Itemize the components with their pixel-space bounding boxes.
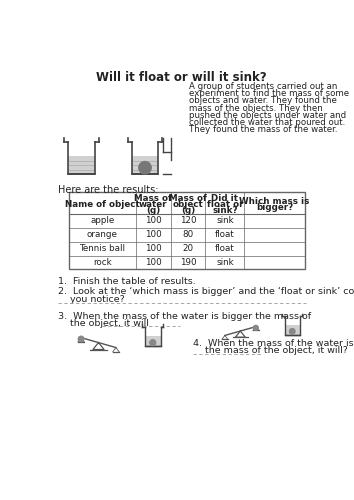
Text: Here are the results:: Here are the results:	[58, 184, 159, 194]
Text: object: object	[173, 200, 204, 209]
Text: collected the water that poured out.: collected the water that poured out.	[189, 118, 346, 127]
Text: 190: 190	[180, 258, 196, 267]
Text: 100: 100	[145, 230, 161, 239]
Circle shape	[290, 328, 295, 334]
Circle shape	[253, 326, 258, 330]
Text: Name of object: Name of object	[65, 200, 140, 209]
Text: 100: 100	[145, 258, 161, 267]
Text: apple: apple	[90, 216, 114, 226]
Text: 100: 100	[145, 244, 161, 253]
Text: float: float	[215, 244, 235, 253]
Text: water: water	[139, 200, 167, 209]
Text: float or: float or	[207, 200, 243, 209]
Text: 4.  When the mass of the water is smaller: 4. When the mass of the water is smaller	[193, 338, 354, 347]
Text: (g): (g)	[181, 206, 195, 216]
Text: They found the mass of the water.: They found the mass of the water.	[189, 126, 338, 134]
Text: 100: 100	[145, 216, 161, 226]
Text: rock: rock	[93, 258, 112, 267]
Text: sink?: sink?	[212, 206, 238, 216]
Bar	[68, 156, 95, 174]
Bar	[145, 336, 161, 346]
Text: 20: 20	[182, 244, 194, 253]
Text: 80: 80	[182, 230, 194, 239]
Circle shape	[78, 336, 84, 342]
Text: experiment to find the mass of some: experiment to find the mass of some	[189, 89, 349, 98]
Text: sink: sink	[216, 258, 234, 267]
Text: pushed the objects under water and: pushed the objects under water and	[189, 111, 346, 120]
Text: the object, it will: the object, it will	[58, 320, 152, 328]
Text: Tennis ball: Tennis ball	[79, 244, 125, 253]
Text: 120: 120	[180, 216, 196, 226]
Circle shape	[150, 340, 156, 345]
Text: Mass of: Mass of	[169, 194, 207, 203]
Bar	[285, 324, 300, 335]
Text: bigger?: bigger?	[256, 203, 293, 212]
Text: sink: sink	[216, 216, 234, 226]
Text: Which mass is: Which mass is	[239, 197, 310, 206]
Text: Mass of: Mass of	[134, 194, 172, 203]
Text: Will it float or will it sink?: Will it float or will it sink?	[96, 71, 267, 84]
Text: the mass of the object, it will?: the mass of the object, it will?	[193, 346, 348, 356]
Text: orange: orange	[87, 230, 118, 239]
Circle shape	[139, 162, 151, 174]
Text: Did it: Did it	[211, 194, 238, 203]
Text: (g): (g)	[146, 206, 160, 216]
Text: mass of the objects. They then: mass of the objects. They then	[189, 104, 323, 112]
Bar	[69, 192, 305, 270]
Text: objects and water. They found the: objects and water. They found the	[189, 96, 337, 105]
Text: 2.  Look at the ‘which mass is bigger’ and the ‘float or sink’ columns. What do: 2. Look at the ‘which mass is bigger’ an…	[58, 287, 354, 296]
Text: you notice?: you notice?	[58, 295, 125, 304]
Text: float: float	[215, 230, 235, 239]
Text: 1.  Finish the table of results.: 1. Finish the table of results.	[58, 277, 196, 286]
Text: A group of students carried out an: A group of students carried out an	[189, 82, 338, 90]
Bar	[132, 156, 158, 174]
Text: 3.  When the mass of the water is bigger the mass of: 3. When the mass of the water is bigger …	[58, 312, 311, 321]
